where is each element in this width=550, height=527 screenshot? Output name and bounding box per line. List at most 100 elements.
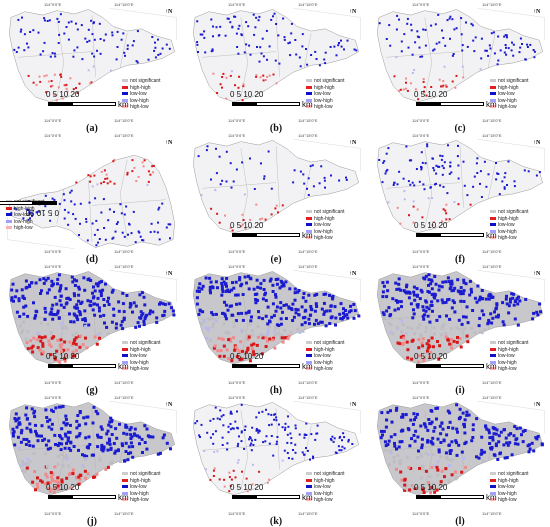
- longitude-label: 114°0'0"E: [44, 133, 62, 138]
- north-arrow-icon: ↑N: [165, 271, 173, 277]
- map-canvas: [193, 8, 361, 103]
- longitude-label: 114°0'0"E: [228, 264, 246, 269]
- legend-item: high-high: [6, 206, 45, 213]
- north-arrow-icon: ↑N: [349, 402, 357, 408]
- longitude-label: 114°15'0"E: [298, 264, 318, 269]
- legend-item: low-low: [490, 91, 529, 98]
- north-arrow-icon: ↑N: [165, 9, 173, 15]
- legend-label: low-high: [498, 97, 517, 104]
- legend-label: low-low: [130, 91, 147, 97]
- legend-swatch: [122, 367, 128, 371]
- map-canvas: [193, 401, 361, 496]
- map-canvas: [9, 401, 177, 496]
- map-panel-c: 114°0'0"E 114°15'0"E 114°0'0"E 114°15'0"E ↑N…: [372, 2, 548, 123]
- legend-item: low-low: [490, 484, 529, 491]
- longitude-label: 114°15'0"E: [298, 380, 318, 385]
- legend-swatch: [490, 85, 496, 89]
- longitude-label: 114°0'0"E: [412, 395, 430, 400]
- map-canvas: [377, 401, 545, 496]
- lisa-clusters: [195, 274, 361, 363]
- legend-item: not significant: [306, 209, 345, 216]
- legend-swatch: [490, 105, 496, 109]
- longitude-label: 114°0'0"E: [412, 511, 430, 516]
- legend-item: high-low: [306, 366, 345, 373]
- longitude-label: 114°15'0"E: [482, 118, 502, 123]
- longitude-label: 114°0'0"E: [228, 395, 246, 400]
- district-lines: [202, 15, 312, 98]
- legend-swatch: [490, 347, 496, 351]
- region-outline: [193, 140, 359, 234]
- legend-item: high-high: [306, 85, 345, 92]
- legend-swatch: [490, 485, 496, 489]
- district-lines: [18, 277, 128, 360]
- longitude-label: 114°15'0"E: [114, 395, 134, 400]
- map-canvas: [377, 8, 545, 103]
- region-outline: [9, 9, 175, 103]
- legend-swatch: [122, 79, 128, 83]
- legend-item: low-low: [490, 222, 529, 229]
- legend-swatch: [490, 354, 496, 358]
- legend-swatch: [490, 229, 496, 233]
- map-panel-a: 114°0'0"E 114°15'0"E 114°0'0"E 114°15'0"E ↑N…: [4, 2, 180, 123]
- legend-label: high-low: [14, 225, 33, 231]
- legend-item: low-low: [306, 222, 345, 229]
- legend-label: low-high: [498, 359, 517, 366]
- legend-item: high-low: [306, 235, 345, 242]
- legend-swatch: [306, 79, 312, 83]
- region-outline: [9, 154, 175, 248]
- district-lines: [56, 159, 166, 242]
- map-canvas: [193, 139, 361, 234]
- longitude-label: 114°0'0"E: [228, 2, 246, 7]
- map-panel-l: 114°0'0"E 114°15'0"E 114°0'0"E 114°15'0"E ↑N…: [372, 395, 548, 516]
- north-arrow-icon: ↑N: [533, 402, 541, 408]
- legend-item: not significant: [490, 471, 529, 478]
- legend-item: high-high: [490, 478, 529, 485]
- legend-label: low-high: [314, 97, 333, 104]
- legend-label: low-high: [314, 228, 333, 235]
- legend-label: low-low: [498, 353, 515, 359]
- legend-item: low-high: [306, 98, 345, 105]
- legend-item: high-high: [490, 216, 529, 223]
- longitude-label: 114°15'0"E: [114, 133, 134, 138]
- map-panel-i: 114°0'0"E 114°15'0"E 114°0'0"E 114°15'0"E ↑N…: [372, 264, 548, 385]
- lisa-clusters: [194, 403, 354, 493]
- legend-label: low-high: [314, 359, 333, 366]
- legend-label: high-high: [498, 477, 519, 484]
- longitude-label: 114°15'0"E: [298, 249, 318, 254]
- legend-item: low-high: [306, 229, 345, 236]
- legend-item: not significant: [490, 78, 529, 85]
- legend-swatch: [306, 491, 312, 495]
- longitude-label: 114°0'0"E: [228, 133, 246, 138]
- legend-label: high-low: [498, 366, 517, 372]
- longitude-label: 114°0'0"E: [44, 264, 62, 269]
- legend-item: high-low: [490, 497, 529, 504]
- legend-swatch: [490, 472, 496, 476]
- legend-label: high-high: [14, 205, 35, 212]
- district-lines: [202, 146, 312, 229]
- legend-label: not significant: [498, 209, 529, 215]
- longitude-label: 114°15'0"E: [114, 511, 134, 516]
- district-lines: [18, 15, 128, 98]
- legend-item: low-low: [122, 91, 161, 98]
- legend-swatch: [490, 498, 496, 502]
- legend-label: high-high: [130, 84, 151, 91]
- legend-item: not significant: [490, 209, 529, 216]
- legend-label: high-high: [314, 477, 335, 484]
- legend-item: low-high: [490, 98, 529, 105]
- legend-item: high-low: [490, 366, 529, 373]
- panel-label: (a): [86, 123, 98, 134]
- legend-swatch: [122, 105, 128, 109]
- legend-item: high-high: [306, 478, 345, 485]
- legend-swatch: [490, 478, 496, 482]
- legend-label: high-high: [314, 346, 335, 353]
- north-arrow-icon: ↑N: [349, 271, 357, 277]
- legend-label: low-low: [314, 353, 331, 359]
- panel-label: (g): [86, 385, 98, 396]
- legend-label: high-low: [498, 235, 517, 241]
- north-arrow-icon: ↑N: [533, 271, 541, 277]
